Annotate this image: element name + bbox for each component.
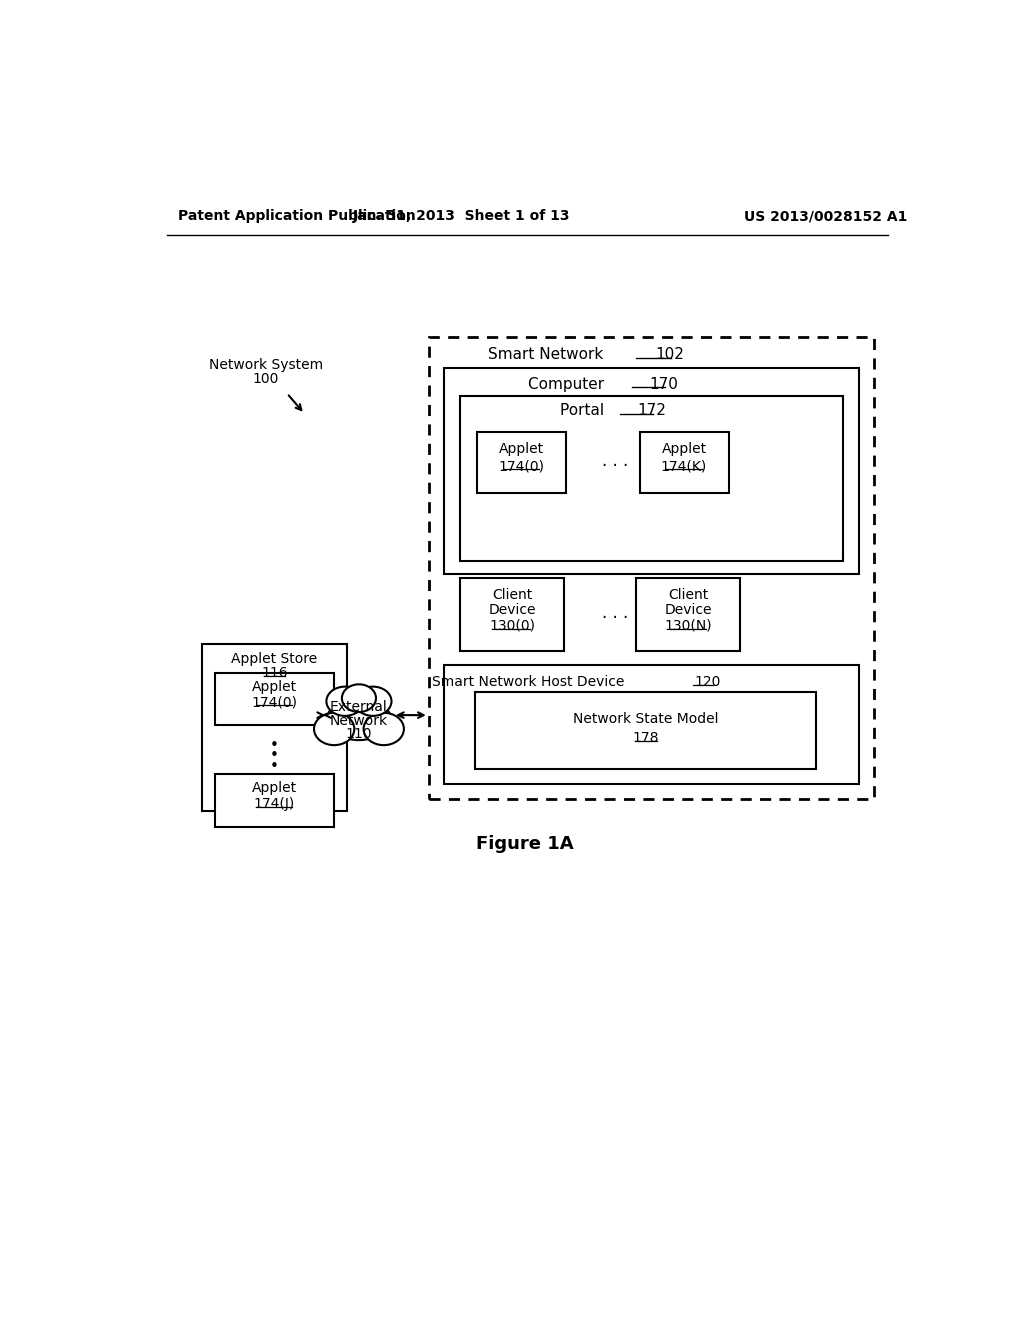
Text: Patent Application Publication: Patent Application Publication (178, 209, 416, 223)
FancyBboxPatch shape (636, 578, 740, 651)
Text: 172: 172 (637, 404, 666, 418)
Ellipse shape (327, 686, 364, 715)
Text: Client: Client (668, 587, 708, 602)
FancyBboxPatch shape (477, 432, 566, 494)
Text: 174(0): 174(0) (252, 696, 298, 709)
Text: 102: 102 (655, 347, 684, 362)
FancyBboxPatch shape (475, 692, 816, 770)
Text: 174(0): 174(0) (499, 459, 545, 474)
Text: 110: 110 (346, 727, 372, 742)
Text: •: • (270, 748, 279, 763)
Text: US 2013/0028152 A1: US 2013/0028152 A1 (743, 209, 907, 223)
Text: Device: Device (488, 603, 536, 618)
Text: 174(J): 174(J) (254, 797, 295, 810)
FancyBboxPatch shape (202, 644, 347, 812)
Text: Applet: Applet (252, 680, 297, 693)
Text: Network State Model: Network State Model (573, 711, 719, 726)
Text: Applet: Applet (499, 442, 544, 455)
FancyBboxPatch shape (460, 578, 564, 651)
Text: Network: Network (330, 714, 388, 729)
Text: 130(0): 130(0) (489, 619, 535, 632)
Text: Device: Device (665, 603, 712, 618)
Text: 178: 178 (633, 731, 659, 746)
Text: Figure 1A: Figure 1A (476, 834, 573, 853)
Ellipse shape (328, 698, 391, 741)
Text: Computer: Computer (527, 376, 608, 392)
Text: Applet: Applet (252, 781, 297, 795)
Text: Smart Network: Smart Network (488, 347, 608, 362)
Text: . . .: . . . (601, 603, 628, 622)
FancyBboxPatch shape (429, 337, 874, 799)
Ellipse shape (354, 686, 391, 715)
Text: Network System: Network System (209, 358, 323, 372)
Text: . . .: . . . (601, 451, 628, 470)
FancyBboxPatch shape (215, 775, 334, 826)
Ellipse shape (314, 713, 354, 744)
Text: 130(N): 130(N) (665, 619, 712, 632)
Text: Portal: Portal (559, 404, 608, 418)
Text: Applet: Applet (662, 442, 707, 455)
Text: 174(K): 174(K) (660, 459, 708, 474)
Ellipse shape (342, 684, 376, 711)
FancyBboxPatch shape (460, 396, 844, 561)
Text: •: • (270, 759, 279, 775)
Text: Smart Network Host Device: Smart Network Host Device (431, 675, 629, 689)
FancyBboxPatch shape (215, 673, 334, 725)
FancyBboxPatch shape (640, 432, 729, 494)
FancyBboxPatch shape (444, 665, 859, 784)
Text: •: • (270, 738, 279, 752)
Text: Applet Store: Applet Store (231, 652, 317, 665)
Text: 120: 120 (694, 675, 721, 689)
Ellipse shape (364, 713, 403, 744)
Text: 170: 170 (649, 376, 679, 392)
Text: 100: 100 (253, 372, 280, 385)
Text: Client: Client (492, 587, 532, 602)
FancyBboxPatch shape (444, 368, 859, 574)
Text: 116: 116 (261, 665, 288, 680)
Text: External: External (330, 701, 388, 714)
Text: Jan. 31, 2013  Sheet 1 of 13: Jan. 31, 2013 Sheet 1 of 13 (352, 209, 570, 223)
